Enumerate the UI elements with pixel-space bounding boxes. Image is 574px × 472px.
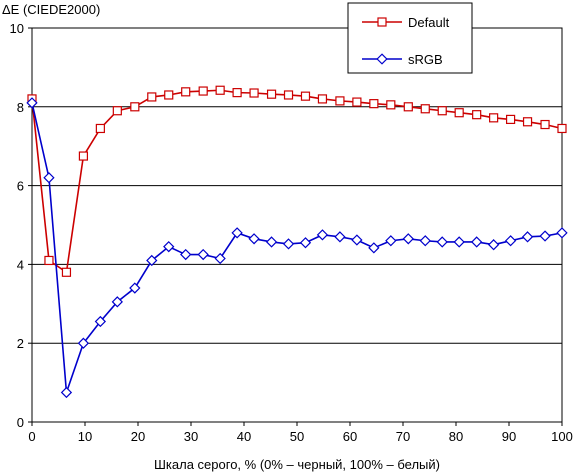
data-point [437,106,447,116]
data-point [521,231,534,243]
data-point [540,119,550,130]
data-point [335,96,345,106]
data-point [368,242,380,254]
data-point [129,282,141,294]
data-point [181,87,191,97]
data-point [436,236,448,248]
data-point [248,233,260,245]
series-default [27,85,567,277]
x-tick-label-80: 80 [449,429,463,444]
data-point [556,227,568,239]
data-point [351,234,363,246]
data-point [232,88,242,98]
data-point [61,267,72,277]
series-group [26,85,568,399]
series-line-srgb [31,102,563,393]
data-point [317,94,328,104]
x-tick-label-90: 90 [502,429,516,444]
data-point [386,100,396,110]
x-tick-label-0: 0 [28,429,35,444]
legend-marker-default [377,17,387,27]
data-point [249,88,259,98]
legend-marker-srgb [376,53,388,65]
x-tick-label-50: 50 [290,429,304,444]
x-tick-label-30: 30 [184,429,198,444]
y-tick-label-8: 8 [17,100,24,115]
data-point [453,236,465,248]
data-point [282,238,295,250]
data-point [26,97,38,109]
data-point [334,231,346,243]
data-point [198,86,208,96]
x-axis-ticks: 0 10 20 30 40 50 60 70 80 90 100 [28,422,573,444]
series-srgb [26,97,568,399]
data-point [299,237,312,249]
x-tick-label-10: 10 [78,429,92,444]
data-point [369,99,379,109]
x-tick-label-70: 70 [396,429,410,444]
data-point [385,235,397,247]
data-point [265,236,278,248]
grid [31,27,563,423]
y-axis-label: ΔE (CIEDE2000) [2,2,100,17]
data-point [504,235,517,247]
data-point [94,315,107,328]
data-point [60,386,73,399]
plot-frame [31,27,563,423]
data-point [111,296,123,308]
data-point [164,90,174,100]
data-point [44,255,54,266]
data-point [539,230,551,242]
data-point [266,89,277,99]
data-point [197,248,209,261]
data-point [402,233,414,245]
y-tick-label-0: 0 [17,415,24,430]
data-point [163,241,175,253]
y-tick-label-10: 10 [10,21,24,36]
data-point [214,252,226,265]
data-point [283,90,294,100]
data-point [43,172,55,184]
data-point [215,85,225,95]
legend-label-srgb: sRGB [408,52,443,67]
data-point [557,123,567,134]
data-point [505,114,516,125]
data-point [472,110,482,120]
data-point [95,123,105,134]
data-point [316,229,329,241]
legend: Default sRGB [347,2,473,74]
series-line-default [31,89,563,274]
data-point [112,106,122,116]
y-axis-ticks: 0 2 4 6 8 10 [10,21,32,430]
x-axis-label: Шкала серого, % (0% – черный, 100% – бел… [154,457,440,472]
x-tick-label-40: 40 [237,429,251,444]
data-point [420,104,430,114]
data-point [147,92,157,102]
data-point [180,248,192,261]
legend-label-default: Default [408,15,450,30]
data-point [231,227,243,239]
data-point [454,108,464,118]
data-point [471,236,483,248]
y-tick-label-6: 6 [17,179,24,194]
data-point [419,235,431,247]
data-point [352,97,362,107]
data-point [300,91,311,101]
x-tick-label-60: 60 [343,429,357,444]
data-point [487,239,500,251]
data-point [403,102,413,112]
legend-box [347,2,473,74]
y-tick-label-4: 4 [17,257,24,272]
data-point [130,102,140,112]
data-point [77,337,90,349]
data-point [146,254,158,267]
data-point [78,151,89,161]
x-tick-label-100: 100 [551,429,573,444]
y-tick-label-2: 2 [17,336,24,351]
data-point [522,117,533,127]
data-point [489,113,499,123]
x-tick-label-20: 20 [131,429,145,444]
